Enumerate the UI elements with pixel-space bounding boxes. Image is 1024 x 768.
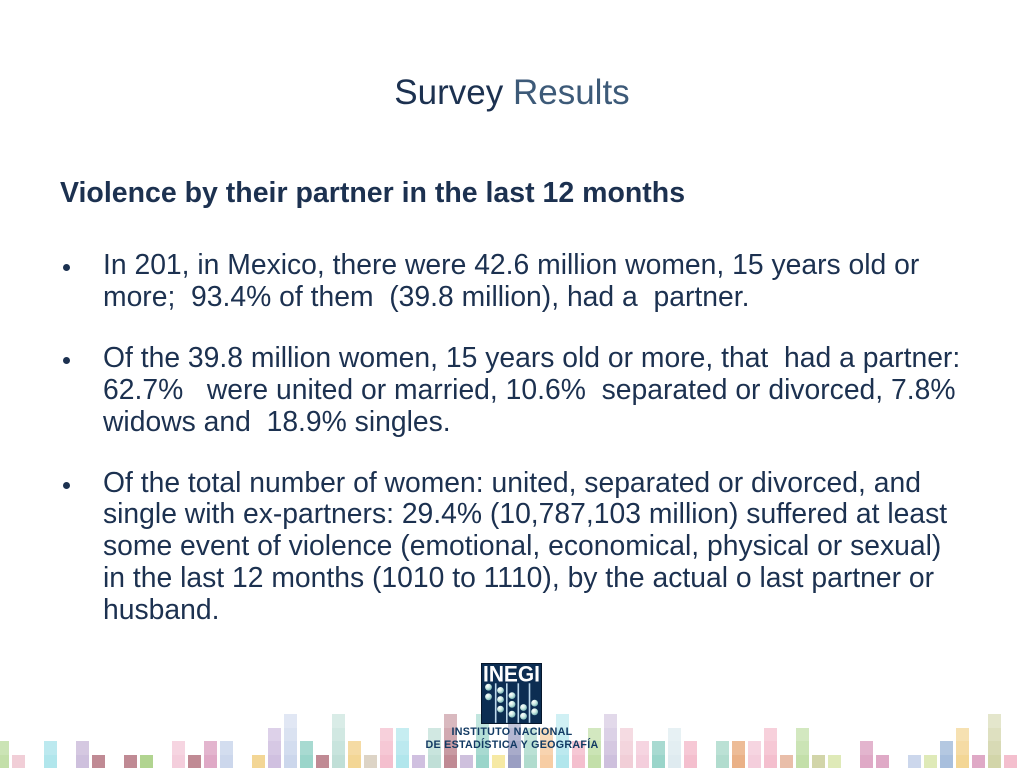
svg-text:INEGI: INEGI (483, 663, 540, 687)
